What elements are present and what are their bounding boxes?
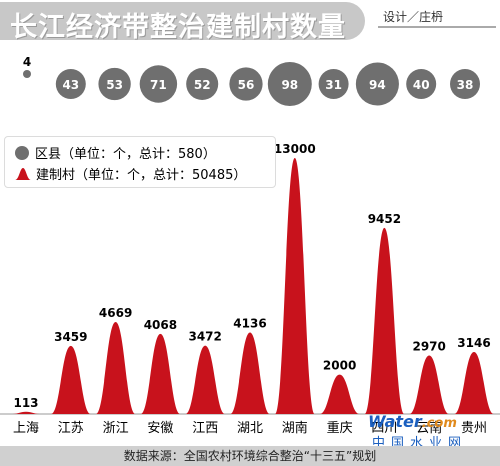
county-bubble-9 (406, 69, 437, 99)
category-label-7: 重庆 (327, 420, 353, 436)
category-label-1: 江苏 (58, 420, 84, 436)
value-label-2: 4669 (99, 306, 132, 320)
county-count-2: 53 (106, 78, 123, 92)
design-credit: 设计／庄枬 (383, 10, 444, 24)
red-mountain-icon (15, 168, 31, 180)
legend-item-county: 区县（单位：个，总计：580） (15, 143, 216, 162)
value-label-1: 3459 (54, 330, 87, 344)
county-bubble-5 (229, 67, 263, 101)
category-label-0: 上海 (13, 421, 39, 436)
legend-label-village: 建制村（单位：个，总计：50485） (36, 168, 247, 183)
gray-circle-icon (15, 145, 29, 160)
mountain-peak-1 (51, 345, 91, 414)
county-bubble-0 (23, 70, 31, 78)
county-bubble-10 (450, 69, 480, 99)
county-bubble-4 (186, 67, 219, 101)
value-label-0: 113 (13, 396, 38, 410)
mountain-peak-3 (140, 333, 181, 414)
category-label-6: 湖南 (282, 420, 308, 436)
county-count-6: 98 (281, 78, 298, 92)
category-label-5: 湖北 (237, 421, 263, 436)
county-bubble-8 (355, 62, 399, 106)
county-bubble-row: 4 43 53 71 52 56 98 31 94 40 38 (23, 55, 480, 106)
value-label-10: 3146 (457, 336, 490, 350)
category-label-4: 江西 (192, 421, 218, 436)
value-label-8: 9452 (368, 212, 401, 226)
county-bubble-3 (139, 65, 178, 103)
credit-underline (378, 26, 496, 28)
county-count-9: 40 (413, 78, 430, 92)
value-label-5: 4136 (233, 317, 266, 331)
legend-item-village: 建制村（单位：个，总计：50485） (15, 164, 246, 183)
county-count-3: 71 (150, 78, 167, 92)
county-count-10: 38 (457, 78, 474, 92)
mountain-peak-6 (275, 158, 315, 414)
category-label-3: 安徽 (147, 421, 173, 436)
title-background (0, 2, 365, 40)
category-label-2: 浙江 (103, 421, 129, 436)
county-count-4: 52 (194, 78, 211, 92)
data-source: 数据来源：全国农村环境综合整治“十三五”规划 (0, 446, 500, 466)
value-label-6: 13000 (274, 142, 316, 156)
value-label-9: 2970 (412, 340, 445, 354)
mountain-peak-4 (185, 345, 225, 414)
county-bubble-2 (98, 67, 131, 101)
county-bubble-1 (55, 69, 86, 99)
county-count-1: 43 (62, 78, 79, 92)
category-label-10: 贵州 (461, 421, 487, 436)
value-label-7: 2000 (323, 359, 356, 373)
county-count-0: 4 (23, 55, 31, 69)
category-label-8: 四川 (371, 421, 397, 436)
county-count-7: 31 (325, 78, 342, 92)
mountain-peak-10 (454, 352, 494, 414)
category-label-9: 云南 (416, 420, 442, 436)
mountain-peak-7 (319, 374, 360, 414)
village-mountain-chart: 113 上海 3459 江苏 4669 浙江 4068 安徽 3472 江西 4136 湖北 13000… (0, 142, 500, 436)
mountain-peak-2 (95, 322, 136, 414)
county-bubble-7 (318, 69, 349, 99)
mountain-peak-9 (409, 355, 449, 414)
value-label-4: 3472 (188, 330, 221, 344)
county-count-8: 94 (369, 78, 386, 92)
title-band: 长江经济带整治建制村数量 设计／庄枬 (0, 0, 500, 43)
mountain-peak-5 (230, 332, 270, 414)
mountain-peak-8 (364, 227, 405, 414)
legend: 区县（单位：个，总计：580） 建制村（单位：个，总计：50485） (4, 136, 276, 188)
watermark-logo: Water.com (368, 412, 457, 431)
value-label-3: 4068 (144, 318, 177, 332)
legend-label-county: 区县（单位：个，总计：580） (35, 147, 216, 162)
chart-title: 长江经济带整治建制村数量 (10, 12, 346, 43)
county-bubble-6 (267, 62, 312, 106)
county-count-5: 56 (238, 78, 255, 92)
mountain-peak-0 (12, 411, 40, 414)
